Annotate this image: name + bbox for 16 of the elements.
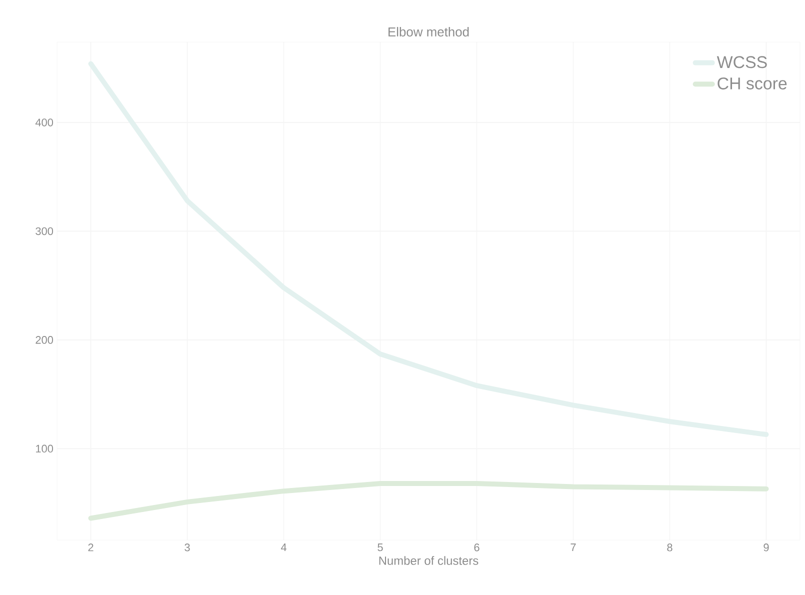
x-tick-label: 9 [764, 544, 769, 552]
x-tick-label: 7 [570, 544, 576, 552]
x-tick-label: 3 [184, 544, 190, 552]
y-tick-label: 200 [36, 336, 54, 344]
chart-title: Elbow method [388, 26, 469, 36]
x-tick-label: 2 [88, 544, 94, 552]
legend-label: WCSS [716, 56, 767, 68]
x-tick-label: 6 [474, 544, 480, 552]
legend-label: CH score [718, 77, 787, 90]
y-tick-label: 400 [35, 118, 54, 126]
x-tick-label: 5 [378, 544, 383, 552]
x-axis-title: Number of clusters [379, 556, 478, 565]
x-tick-label: 8 [667, 544, 672, 552]
x-tick-label: 4 [280, 544, 286, 552]
y-tick-label: 300 [36, 227, 54, 236]
y-tick-label: 100 [36, 444, 54, 453]
